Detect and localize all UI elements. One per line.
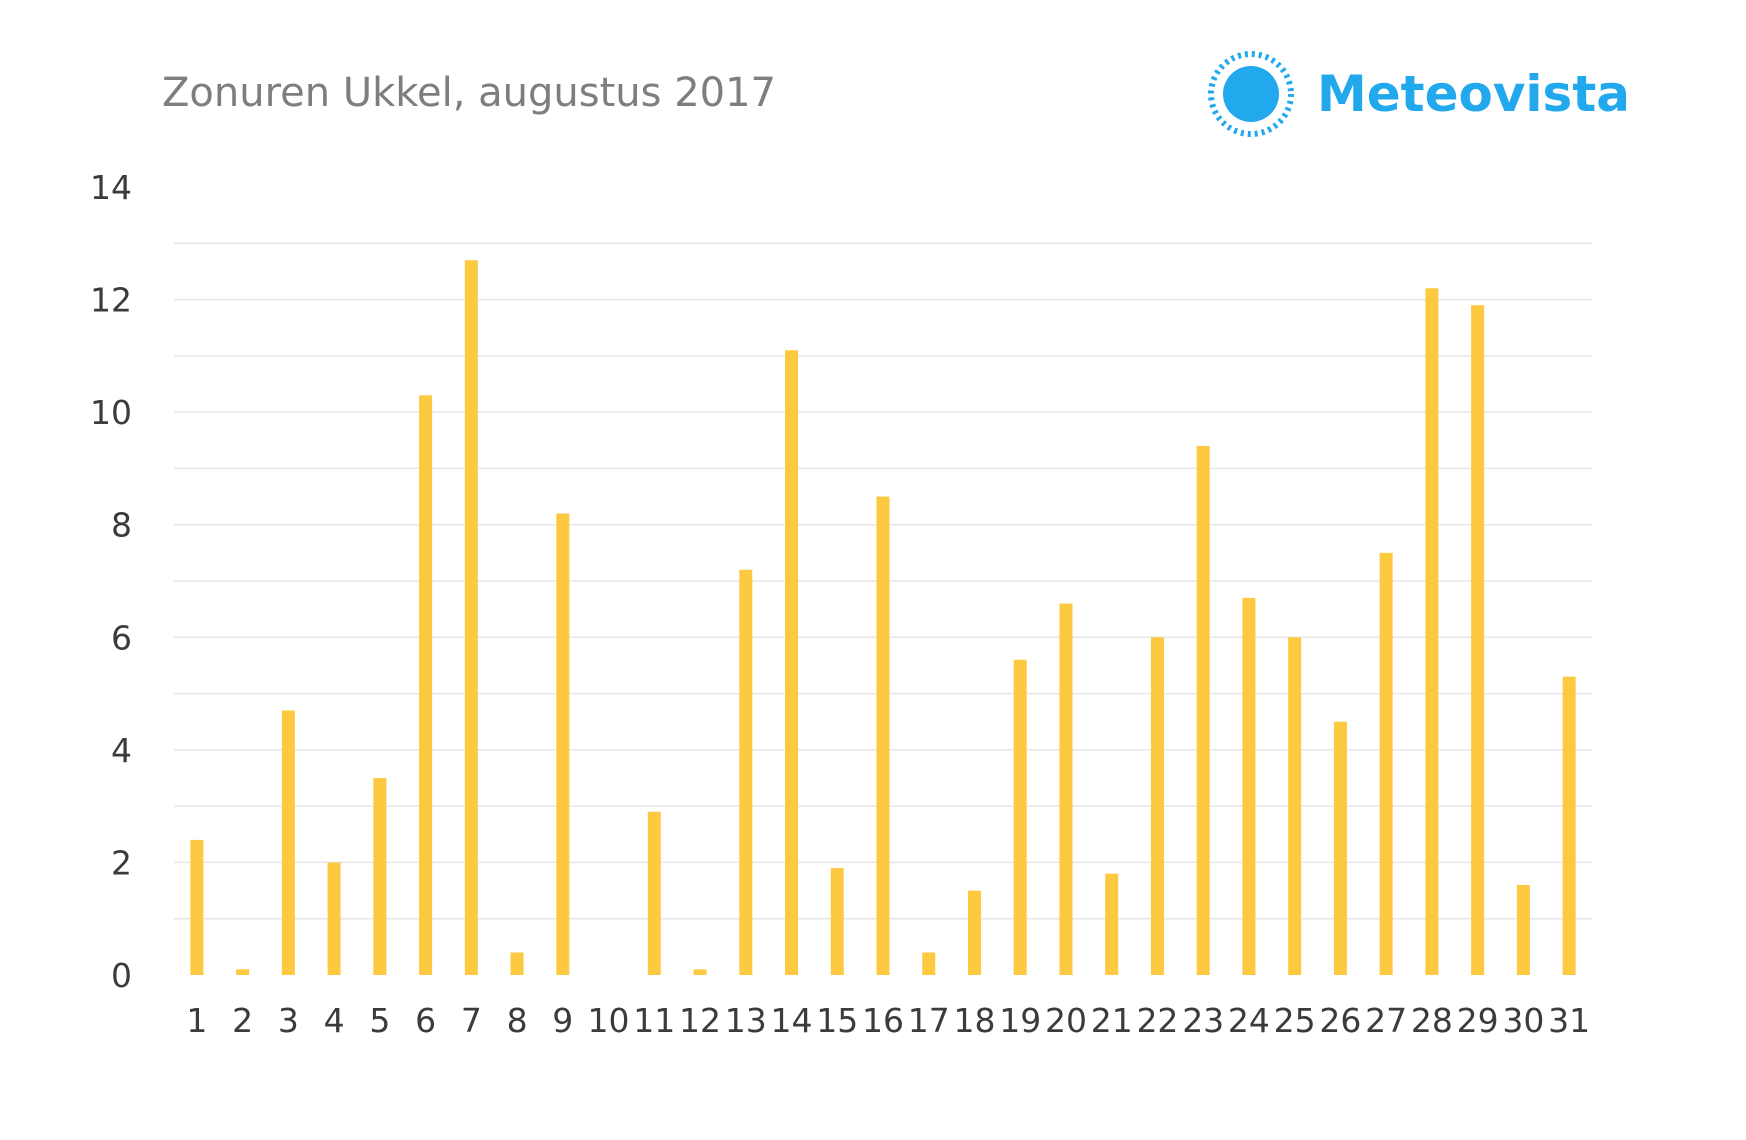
- sun-icon: [1208, 51, 1294, 137]
- bar-day-29: [1471, 305, 1485, 975]
- x-tick-label: 16: [862, 1001, 904, 1040]
- bar-day-18: [967, 890, 981, 975]
- bar-day-3: [281, 710, 295, 975]
- x-tick-label: 7: [461, 1001, 482, 1040]
- x-tick-label: 4: [324, 1001, 345, 1040]
- x-tick-label: 1: [186, 1001, 207, 1040]
- bar-day-1: [190, 839, 204, 975]
- x-tick-label: 30: [1502, 1001, 1544, 1040]
- x-tick-label: 27: [1365, 1001, 1407, 1040]
- bar-day-22: [1150, 637, 1164, 975]
- x-tick-label: 20: [1045, 1001, 1087, 1040]
- bar-day-12: [693, 969, 707, 975]
- bar-day-30: [1516, 884, 1530, 975]
- x-tick-label: 25: [1274, 1001, 1316, 1040]
- bar-day-28: [1425, 288, 1439, 975]
- x-tick-label: 23: [1182, 1001, 1224, 1040]
- x-tick-label: 11: [633, 1001, 675, 1040]
- x-tick-label: 13: [725, 1001, 767, 1040]
- y-tick-label: 2: [111, 843, 132, 882]
- x-tick-label: 18: [953, 1001, 995, 1040]
- x-tick-label: 2: [232, 1001, 253, 1040]
- bar-day-19: [1013, 659, 1027, 975]
- bar-day-8: [510, 952, 524, 975]
- y-tick-label: 8: [111, 506, 132, 545]
- bar-day-26: [1333, 721, 1347, 975]
- x-tick-label: 9: [552, 1001, 573, 1040]
- x-tick-label: 22: [1136, 1001, 1178, 1040]
- bar-day-5: [373, 778, 387, 975]
- bar-day-21: [1105, 873, 1119, 975]
- x-tick-label: 14: [771, 1001, 813, 1040]
- bar-day-13: [739, 569, 753, 975]
- bar-day-6: [419, 395, 433, 975]
- x-tick-label: 10: [588, 1001, 630, 1040]
- bar-day-27: [1379, 552, 1393, 975]
- bar-day-25: [1288, 637, 1302, 975]
- x-tick-label: 21: [1091, 1001, 1133, 1040]
- x-tick-label: 3: [278, 1001, 299, 1040]
- y-tick-label: 0: [111, 956, 132, 995]
- bar-day-24: [1242, 597, 1256, 975]
- bar-day-7: [464, 260, 478, 976]
- x-tick-label: 19: [999, 1001, 1041, 1040]
- bar-day-2: [236, 969, 250, 975]
- x-tick-label: 26: [1319, 1001, 1361, 1040]
- brand-name: Meteovista: [1317, 65, 1630, 123]
- y-tick-label: 12: [90, 281, 132, 320]
- x-tick-label: 28: [1411, 1001, 1453, 1040]
- y-tick-label: 4: [111, 731, 132, 770]
- bar-day-31: [1562, 676, 1576, 975]
- y-tick-label: 10: [90, 393, 132, 432]
- bar-day-9: [556, 513, 570, 975]
- x-axis-ticks: 1 2 3 4 5 6 7 8 9 10 11 12 13 14 15 16 17 18 19 20 21 22 23 24 2…: [186, 1001, 1590, 1040]
- chart-bars: [190, 260, 1576, 976]
- bar-day-17: [922, 952, 936, 975]
- bar-day-15: [830, 868, 844, 975]
- bar-day-23: [1196, 445, 1210, 975]
- x-tick-label: 6: [415, 1001, 436, 1040]
- bar-day-4: [327, 862, 341, 975]
- brand-logo: Meteovista: [1205, 44, 1630, 144]
- x-tick-label: 17: [908, 1001, 950, 1040]
- x-tick-label: 31: [1548, 1001, 1590, 1040]
- x-tick-label: 24: [1228, 1001, 1270, 1040]
- y-axis-ticks: 0 2 4 6 8 10 12 14: [90, 168, 132, 995]
- chart-title: Zonuren Ukkel, augustus 2017: [162, 70, 776, 116]
- y-tick-label: 6: [111, 618, 132, 657]
- x-tick-label: 15: [816, 1001, 858, 1040]
- x-tick-label: 8: [507, 1001, 528, 1040]
- x-tick-label: 5: [369, 1001, 390, 1040]
- x-tick-label: 29: [1457, 1001, 1499, 1040]
- bar-day-14: [785, 350, 799, 975]
- x-tick-label: 12: [679, 1001, 721, 1040]
- bar-day-11: [647, 811, 661, 975]
- bar-day-16: [876, 496, 890, 975]
- bar-day-20: [1059, 603, 1073, 975]
- y-tick-label: 14: [90, 168, 132, 207]
